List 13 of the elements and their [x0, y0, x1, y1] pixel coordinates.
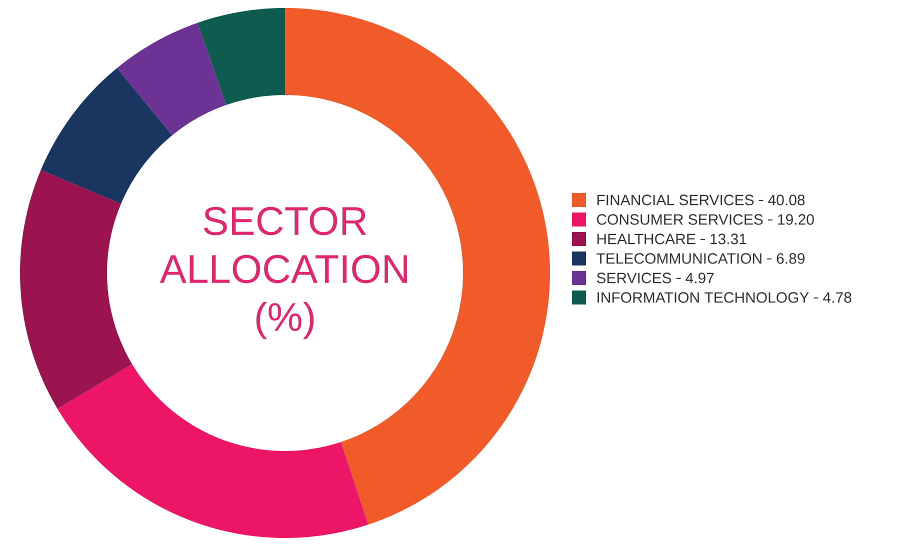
legend-label: FINANCIAL SERVICES	[597, 194, 754, 206]
legend-label: HEALTHCARE	[597, 234, 696, 244]
data-label: 6.89	[776, 253, 805, 264]
legend-label: CONSUMER SERVICES	[596, 214, 763, 225]
data-label: 19.20	[778, 214, 814, 225]
legend-label: SERVICES	[596, 272, 672, 284]
data-label: 40.08	[768, 194, 805, 206]
legend-label: INFORMATION TECHNOLOGY	[598, 292, 809, 303]
text: SECTOR ALLOCATION (%)	[160, 206, 407, 340]
data-label: 4.97	[686, 272, 714, 284]
legend-label: TELECOMMUNICATION	[596, 253, 762, 264]
data-label: 4.78	[823, 292, 852, 303]
data-label: 13.31	[710, 234, 746, 244]
